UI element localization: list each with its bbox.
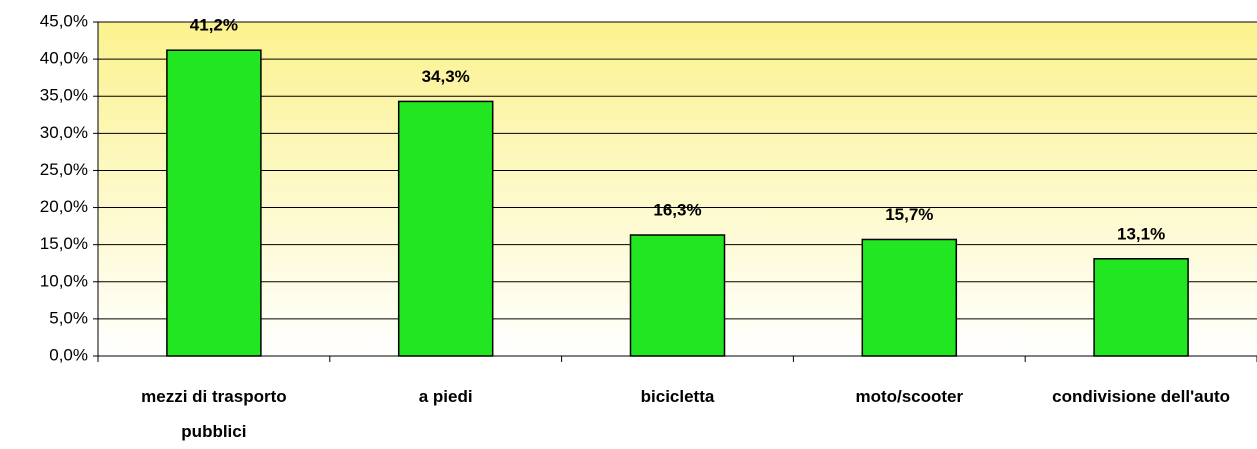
bar: [1093, 258, 1189, 357]
bar: [166, 49, 262, 357]
y-tick-label: 40,0%: [40, 49, 88, 68]
y-tick-label: 20,0%: [40, 197, 88, 216]
y-tick-label: 5,0%: [49, 308, 88, 327]
x-tick-label: mezzi di trasporto pubblici: [141, 387, 287, 441]
y-tick-label: 35,0%: [40, 86, 88, 105]
data-label: 41,2%: [190, 16, 238, 35]
x-tick-label: moto/scooter: [855, 387, 964, 406]
x-tick-label: condivisione dell'auto: [1052, 387, 1231, 406]
bar: [861, 238, 958, 357]
data-label: 15,7%: [885, 205, 933, 224]
y-tick-label: 0,0%: [49, 345, 88, 364]
y-tick-label: 15,0%: [40, 234, 88, 253]
bar: [629, 234, 726, 357]
data-label: 16,3%: [653, 201, 701, 220]
y-tick-label: 30,0%: [40, 123, 88, 142]
y-tick-label: 45,0%: [40, 11, 88, 30]
data-label: 13,1%: [1117, 224, 1165, 243]
data-label: 34,3%: [422, 67, 470, 86]
y-tick-label: 10,0%: [40, 271, 88, 290]
bar: [397, 100, 494, 357]
x-tick-label: a piedi: [418, 387, 473, 406]
x-tick-label: bicicletta: [640, 387, 715, 406]
y-tick-label: 25,0%: [40, 160, 88, 179]
